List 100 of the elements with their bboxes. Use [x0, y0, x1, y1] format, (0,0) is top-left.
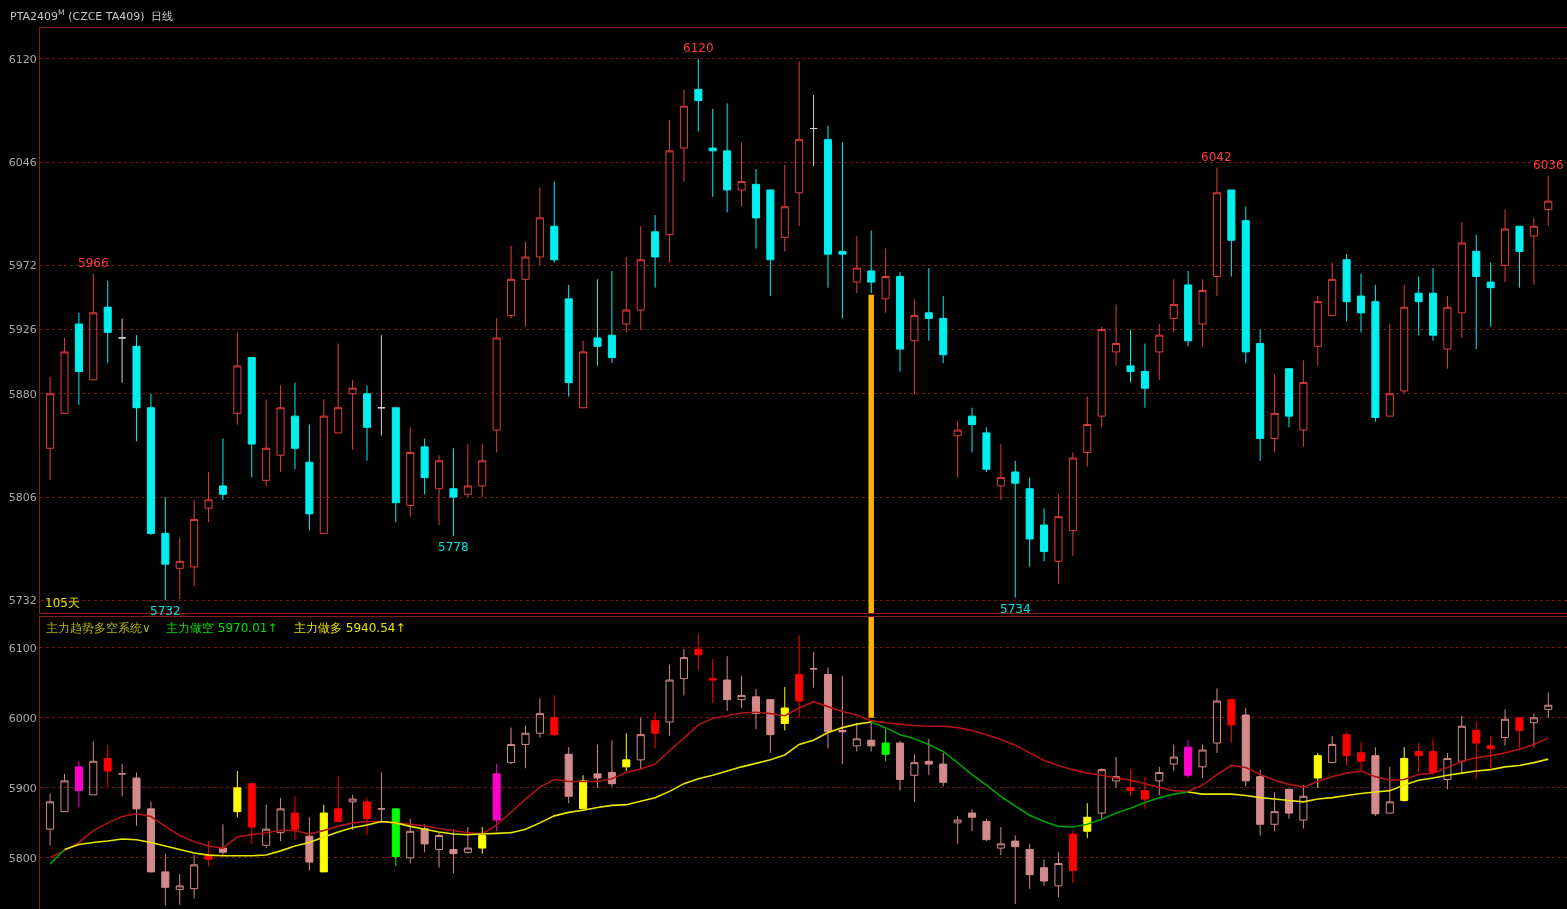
candlestick	[838, 141, 847, 319]
candlestick	[867, 229, 876, 294]
candlestick	[1400, 746, 1409, 803]
candlestick	[939, 295, 948, 364]
candlestick	[924, 267, 933, 342]
candlestick	[1068, 830, 1077, 884]
candlestick	[982, 426, 991, 473]
candlestick	[1501, 209, 1510, 283]
candlestick	[1212, 687, 1221, 754]
y-tick-label: 5926	[8, 323, 37, 337]
y-tick-label: 5732	[8, 594, 37, 608]
candlestick	[1025, 477, 1034, 568]
candlestick	[1472, 721, 1481, 780]
candlestick	[420, 437, 429, 495]
candlestick	[593, 278, 602, 367]
candlestick	[1342, 731, 1351, 766]
candlestick	[564, 746, 573, 804]
candlestick	[766, 699, 775, 754]
candlestick	[478, 826, 487, 855]
candlestick	[852, 235, 861, 294]
annotation: 6120	[683, 41, 714, 55]
candlestick	[651, 711, 660, 750]
candlestick	[1126, 329, 1135, 384]
candlestick	[132, 334, 141, 442]
candlestick	[1385, 323, 1394, 417]
candlestick	[74, 760, 83, 808]
candlestick	[218, 823, 227, 856]
candlestick	[362, 384, 372, 462]
candlestick	[579, 340, 588, 409]
candlestick	[377, 771, 386, 824]
candlestick	[175, 873, 184, 906]
y-tick-label: 5880	[8, 387, 37, 401]
candlestick	[507, 245, 516, 319]
candlestick	[1443, 752, 1452, 790]
candlestick	[492, 763, 501, 832]
candlestick	[1529, 713, 1538, 748]
candlestick	[1457, 715, 1466, 775]
candlestick	[1284, 788, 1293, 820]
candlestick	[1313, 295, 1322, 367]
candlestick	[1025, 843, 1034, 890]
candlestick	[1270, 373, 1279, 453]
candlestick	[449, 828, 458, 874]
candlestick	[751, 168, 760, 250]
candlestick	[622, 256, 631, 333]
candlestick	[953, 815, 962, 845]
candlestick	[1054, 851, 1063, 898]
candlestick	[276, 797, 285, 842]
candlestick	[1529, 217, 1538, 286]
candlestick	[1501, 708, 1510, 747]
annotation: 5734	[1000, 602, 1031, 616]
candlestick	[550, 694, 559, 737]
candlestick	[535, 186, 544, 266]
candlestick	[579, 774, 588, 810]
candlestick	[636, 225, 645, 331]
annotation: 5778	[438, 540, 469, 554]
y-tick-label: 6120	[8, 52, 37, 66]
candlestick	[348, 379, 357, 451]
candlestick	[319, 398, 328, 534]
candlestick	[46, 376, 55, 481]
candlestick	[564, 284, 573, 398]
candlestick	[593, 743, 602, 789]
candlestick	[795, 61, 804, 227]
candlestick	[1169, 278, 1178, 333]
candlestick	[103, 280, 112, 364]
candlestick	[1011, 834, 1020, 905]
candlestick	[1299, 784, 1308, 829]
candlestick	[103, 744, 112, 787]
candlestick	[290, 382, 300, 470]
annotation: 主力做多 5940.54↑	[294, 621, 406, 635]
y-tick-label: 6046	[8, 155, 37, 169]
candlestick	[1270, 791, 1279, 832]
candlestick	[262, 398, 271, 487]
candlestick	[852, 722, 861, 752]
candlestick	[910, 753, 919, 803]
candlestick	[1544, 175, 1553, 227]
candlestick	[521, 725, 530, 769]
candlestick	[406, 426, 415, 518]
candlestick	[233, 331, 242, 426]
candlestick	[1083, 802, 1092, 839]
candlestick	[290, 795, 300, 841]
candlestick	[838, 675, 847, 765]
candlestick	[1097, 326, 1106, 428]
y-tick-label: 6100	[8, 641, 37, 655]
candlestick	[1140, 776, 1149, 810]
candlestick	[521, 241, 530, 328]
candlestick	[651, 214, 660, 289]
candlestick	[161, 853, 170, 906]
candlestick	[1429, 267, 1438, 342]
candlestick	[391, 808, 400, 867]
candlestick	[74, 312, 83, 406]
candlestick	[1011, 460, 1020, 599]
candlestick	[607, 270, 616, 364]
candlestick	[435, 832, 444, 869]
candlestick	[1169, 743, 1178, 772]
candlestick	[118, 763, 127, 797]
candlestick	[1140, 343, 1149, 409]
candlestick	[1198, 743, 1207, 779]
candlestick	[190, 854, 199, 899]
candlestick	[895, 271, 905, 372]
candlestick	[146, 801, 155, 874]
